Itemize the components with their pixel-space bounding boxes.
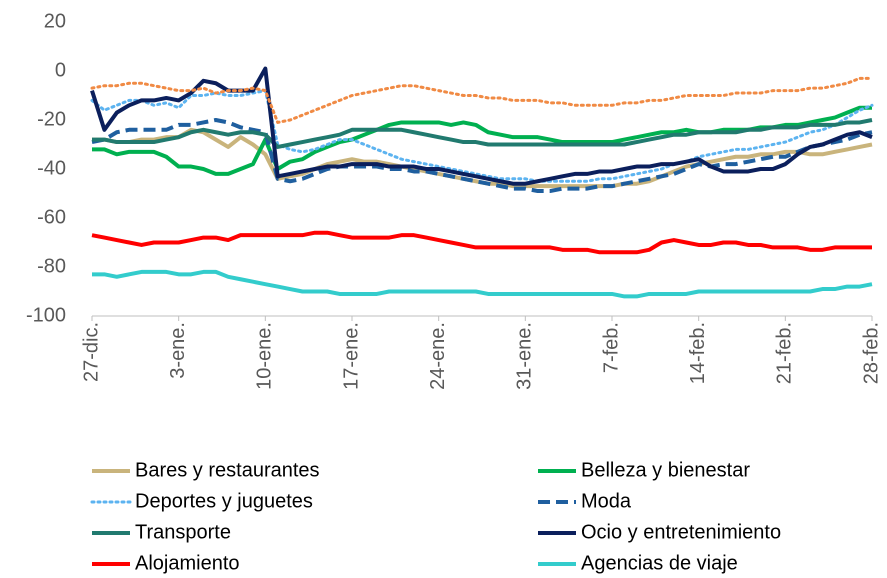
x-tick-label: 21-feb. [774,322,796,384]
x-tick-label: 24-ene. [427,322,449,390]
x-tick-label: 3-ene. [167,322,189,379]
series-line [90,89,874,183]
series-line [92,269,873,299]
x-tick-label: 28-feb. [860,322,882,384]
y-tick-label: 20 [44,10,66,32]
y-tick-label: -100 [26,304,66,326]
legend-label: Transporte [135,521,231,543]
legend-label: Deportes y juguetes [135,490,313,512]
y-tick-label: 0 [55,59,66,81]
series-line [92,118,873,149]
legend-label: Ocio y entretenimiento [581,521,781,543]
legend-label: Moda [581,490,632,512]
y-tick-label: -20 [37,108,66,130]
x-tick-label: 14-feb. [687,322,709,384]
series-line [90,76,874,124]
legend-label: Agencias de viaje [581,552,738,574]
y-tick-label: -80 [37,255,66,277]
legend-label: Alojamiento [135,552,240,574]
series-line [90,66,873,186]
series-line [92,105,872,176]
x-tick-label: 7-feb. [600,322,622,373]
x-tick-label: 27-dic. [80,322,102,382]
legend-label: Bares y restaurantes [135,459,320,481]
legend-label: Belleza y bienestar [581,459,750,481]
x-tick-label: 10-ene. [254,322,276,390]
series-line [91,230,872,255]
series-line [91,118,873,194]
y-tick-label: -60 [37,206,66,228]
x-tick-label: 31-ene. [514,322,536,390]
y-tick-label: -40 [37,157,66,179]
x-tick-label: 17-ene. [340,322,362,390]
